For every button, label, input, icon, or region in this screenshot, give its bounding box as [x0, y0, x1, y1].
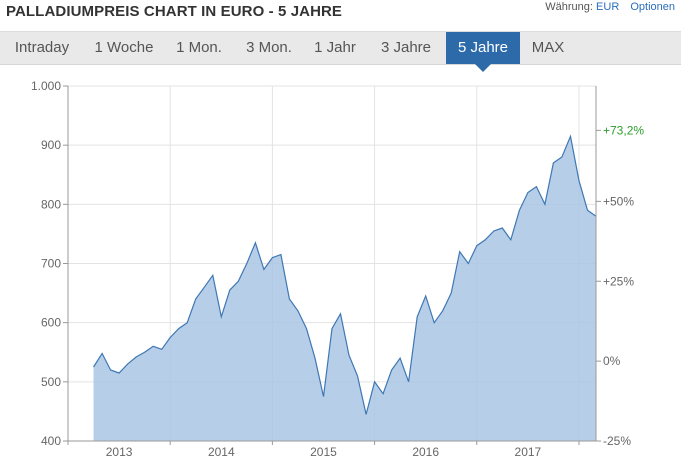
options-link[interactable]: Optionen: [630, 1, 675, 13]
tab-5-jahre[interactable]: 5 Jahre: [446, 32, 520, 72]
y-right-tick-label: +50%: [603, 194, 634, 208]
price-area: [93, 136, 596, 442]
price-line: [92, 134, 597, 415]
tab-3-jahre[interactable]: 3 Jahre: [380, 39, 432, 56]
y-tick-label: 800: [41, 197, 61, 211]
y-tick-label: 900: [41, 138, 61, 152]
y-right-tick-label: 0%: [603, 354, 621, 368]
tab-1-mon[interactable]: 1 Mon.: [176, 39, 222, 56]
price-chart: 400 500 600 700 800 900 1.000 2013 2014 2015 2016 2…: [31, 79, 644, 458]
tab-1-jahr[interactable]: 1 Jahr: [314, 39, 356, 56]
currency-select[interactable]: EUR: [596, 1, 620, 13]
y-tick-label: 600: [41, 316, 61, 330]
timeframe-tabs: Intraday 1 Woche 1 Mon. 3 Mon. 1 Jahr 3 …: [0, 31, 681, 72]
y-tick-label: 400: [41, 434, 61, 448]
page-title: PALLADIUMPREIS CHART IN EURO - 5 JAHRE: [6, 3, 343, 20]
x-tick-label: 2013: [106, 445, 133, 458]
performance-label: +73,2%: [603, 123, 644, 137]
tab-3-mon[interactable]: 3 Mon.: [246, 39, 292, 56]
chart-axes: 400 500 600 700 800 900 1.000 2013 2014 2015 2016 2…: [31, 79, 644, 458]
y-tick-label: 1.000: [31, 79, 61, 93]
tab-max[interactable]: MAX: [531, 39, 565, 56]
x-tick-label: 2015: [310, 445, 337, 458]
x-tick-label: 2014: [208, 445, 235, 458]
x-tick-label: 2017: [515, 445, 542, 458]
currency-bar: Währung: EUR Optionen: [545, 1, 675, 13]
currency-label: Währung:: [545, 1, 593, 13]
x-tick-label: 2016: [412, 445, 439, 458]
y-right-tick-label: +25%: [603, 274, 634, 288]
y-tick-label: 500: [41, 375, 61, 389]
tab-1-woche[interactable]: 1 Woche: [94, 39, 154, 56]
tab-intraday[interactable]: Intraday: [14, 39, 70, 56]
y-tick-label: 700: [41, 257, 61, 271]
chart-series: [92, 134, 597, 442]
y-right-tick-label: -25%: [603, 434, 631, 448]
